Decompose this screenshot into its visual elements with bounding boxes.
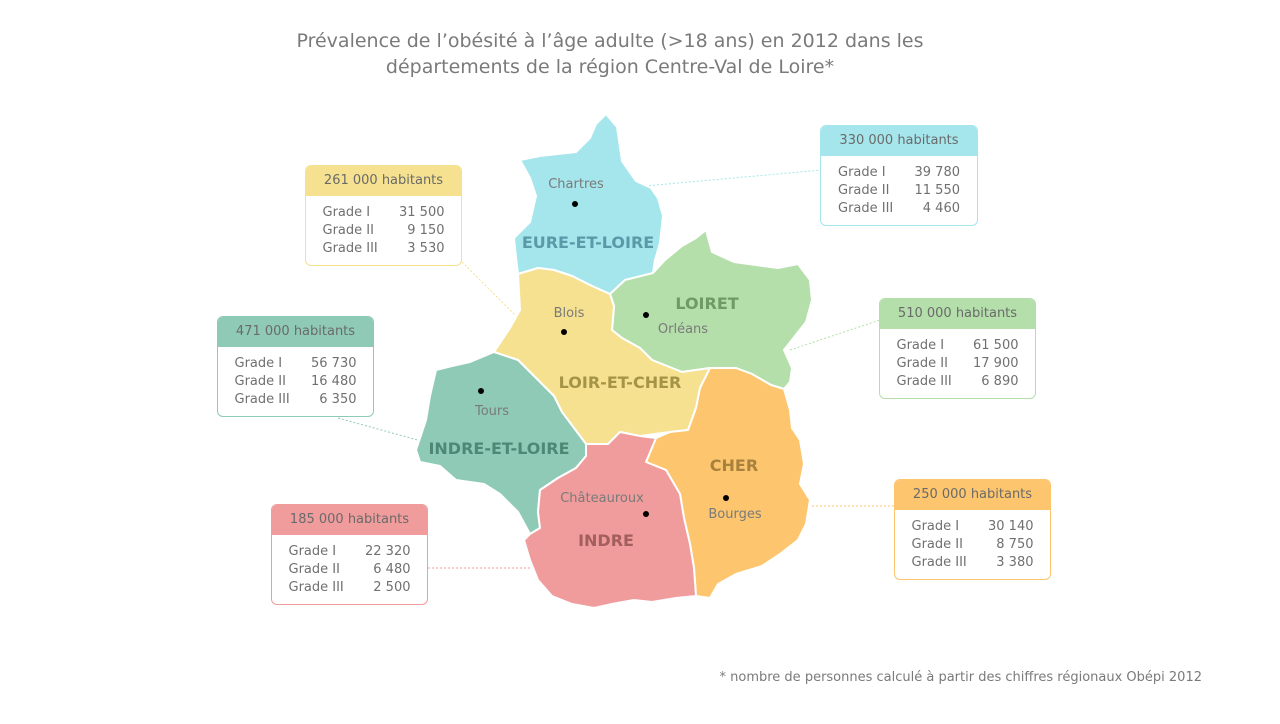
grade-row: Grade I 56 730 <box>234 356 357 371</box>
connector-indre-et-loire <box>337 417 433 445</box>
grade-row: Grade II 11 550 <box>838 183 960 198</box>
city-tours: Tours <box>474 404 509 419</box>
info-card-cher: 250 000 habitants Grade I 30 140 Grade II… <box>894 479 1051 580</box>
grade-row: Grade I 22 320 <box>288 544 411 559</box>
tours-dot <box>478 388 484 394</box>
population-header: 185 000 habitants <box>272 505 427 535</box>
population-header: 261 000 habitants <box>306 166 461 196</box>
city-orleans: Orléans <box>658 322 708 337</box>
grade-row: Grade II 8 750 <box>911 537 1034 552</box>
footnote: * nombre de personnes calculé à partir d… <box>719 670 1203 685</box>
grade-row: Grade I 61 500 <box>896 338 1019 353</box>
page-title: Prévalence de l’obésité à l’âge adulte (… <box>240 28 980 80</box>
dept-label-indre-et-loire: INDRE-ET-LOIRE <box>428 439 569 458</box>
title-line-2: départements de la région Centre-Val de … <box>385 56 835 78</box>
population-header: 471 000 habitants <box>218 317 373 347</box>
city-bourges: Bourges <box>708 507 761 522</box>
dept-label-eure-et-loire: EURE-ET-LOIRE <box>522 233 654 252</box>
city-blois: Blois <box>554 306 585 321</box>
grade-row: Grade III 3 380 <box>911 555 1034 570</box>
grade-row: Grade I 31 500 <box>322 205 445 220</box>
grade-row: Grade III 4 460 <box>838 201 960 216</box>
grade-row: Grade I 30 140 <box>911 519 1034 534</box>
info-card-eure-et-loire: 330 000 habitants Grade I 39 780 Grade II… <box>820 125 978 226</box>
grade-row: Grade II 16 480 <box>234 374 357 389</box>
population-header: 510 000 habitants <box>880 299 1035 329</box>
chateauroux-dot <box>643 511 649 517</box>
info-card-indre: 185 000 habitants Grade I 22 320 Grade II… <box>271 504 428 605</box>
grade-row: Grade III 6 350 <box>234 392 357 407</box>
grade-row: Grade I 39 780 <box>838 165 960 180</box>
info-card-loir-et-cher: 261 000 habitants Grade I 31 500 Grade II… <box>305 165 462 266</box>
eure-et-loire-area[interactable] <box>513 113 664 295</box>
blois-dot <box>561 329 567 335</box>
connector-loir-et-cher <box>461 261 519 319</box>
dept-label-cher: CHER <box>710 456 758 475</box>
city-chartres: Chartres <box>548 177 604 192</box>
connector-lines <box>337 169 894 569</box>
info-card-indre-et-loire: 471 000 habitants Grade I 56 730 Grade II… <box>217 316 374 417</box>
orleans-dot <box>643 312 649 318</box>
grade-row: Grade II 6 480 <box>288 562 411 577</box>
city-chateauroux: Châteauroux <box>560 491 644 506</box>
title-line-1: Prévalence de l’obésité à l’âge adulte (… <box>296 30 924 52</box>
indre-area[interactable] <box>523 431 697 609</box>
population-header: 250 000 habitants <box>895 480 1050 510</box>
population-header: 330 000 habitants <box>821 126 977 156</box>
connector-eure-et-loire <box>644 169 823 187</box>
chartres-dot <box>572 201 578 207</box>
dept-label-indre: INDRE <box>578 531 634 550</box>
grade-row: Grade II 9 150 <box>322 223 445 238</box>
grade-row: Grade III 2 500 <box>288 580 411 595</box>
bourges-dot <box>723 495 729 501</box>
info-card-loiret: 510 000 habitants Grade I 61 500 Grade II… <box>879 298 1036 399</box>
grade-row: Grade III 6 890 <box>896 374 1019 389</box>
dept-label-loiret: LOIRET <box>675 294 738 313</box>
grade-row: Grade III 3 530 <box>322 241 445 256</box>
dept-label-loir-et-cher: LOIR-ET-CHER <box>559 373 682 392</box>
grade-row: Grade II 17 900 <box>896 356 1019 371</box>
